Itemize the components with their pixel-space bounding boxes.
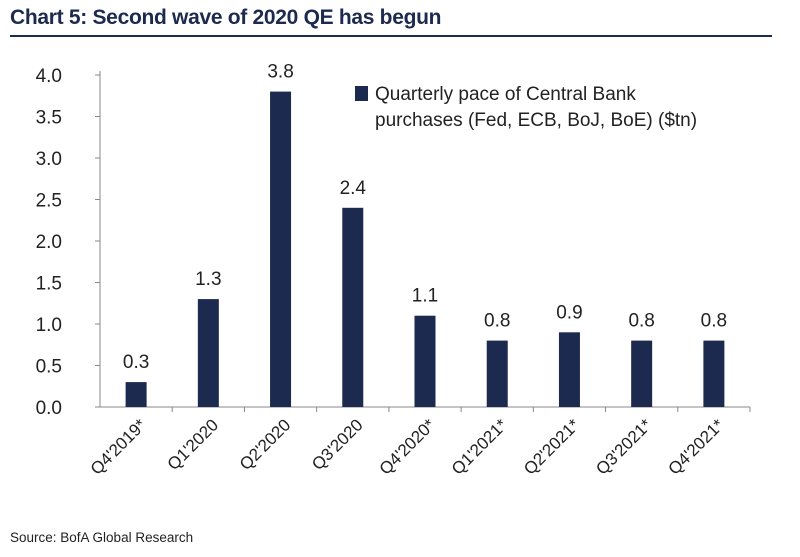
data-label: 0.8: [701, 311, 727, 332]
bar: [270, 91, 292, 407]
bar: [703, 340, 725, 407]
y-tick-label: 2.0: [36, 232, 62, 253]
legend-label-line2: purchases (Fed, ECB, BoJ, BoE) ($tn): [375, 110, 697, 131]
y-tick-label: 2.5: [36, 191, 62, 212]
title-rule: [10, 35, 772, 37]
data-label: 0.3: [123, 352, 149, 373]
bar: [558, 332, 580, 407]
x-tick-label: Q2'2020: [236, 415, 295, 474]
bar: [631, 340, 653, 407]
x-tick-label: Q4'2020*: [376, 415, 439, 478]
bar-chart: 0.0 0.5 1.0 1.5 2.0 2.5 3.0 3.5 4.0 0.3 Q4'2019* 1.…: [36, 62, 751, 479]
y-tick-label: 3.0: [36, 149, 62, 170]
x-tick-label: Q3'2020: [308, 415, 367, 474]
bar: [125, 382, 147, 407]
data-label: 3.8: [267, 62, 293, 83]
bar: [197, 299, 219, 407]
x-tick-label: Q4'2021*: [665, 415, 728, 478]
data-label: 2.4: [340, 178, 367, 199]
data-label: 1.1: [412, 286, 438, 307]
y-tick-label: 1.5: [36, 274, 62, 295]
data-label: 0.8: [628, 311, 654, 332]
y-tick-label: 0.0: [36, 398, 62, 419]
data-label: 1.3: [195, 269, 221, 290]
y-tick-label: 1.0: [36, 315, 62, 336]
data-label: 0.9: [556, 302, 582, 323]
x-tick-label: Q3'2021*: [592, 415, 655, 478]
chart-title: Chart 5: Second wave of 2020 QE has begu…: [10, 6, 442, 29]
y-tick-label: 3.5: [36, 108, 62, 129]
source-note: Source: BofA Global Research: [10, 530, 194, 545]
y-tick-label: 0.5: [36, 357, 62, 378]
bar: [414, 315, 436, 407]
bar: [342, 207, 364, 407]
x-tick-label: Q1'2020: [164, 415, 223, 474]
legend-swatch: [355, 86, 368, 101]
data-label: 0.8: [484, 311, 510, 332]
legend-label-line1: Quarterly pace of Central Bank: [375, 84, 636, 105]
x-tick-label: Q4'2019*: [87, 415, 150, 478]
x-tick-label: Q2'2021*: [520, 415, 583, 478]
x-tick-label: Q1'2021*: [448, 415, 511, 478]
bar: [486, 340, 508, 407]
y-tick-label: 4.0: [36, 66, 62, 87]
